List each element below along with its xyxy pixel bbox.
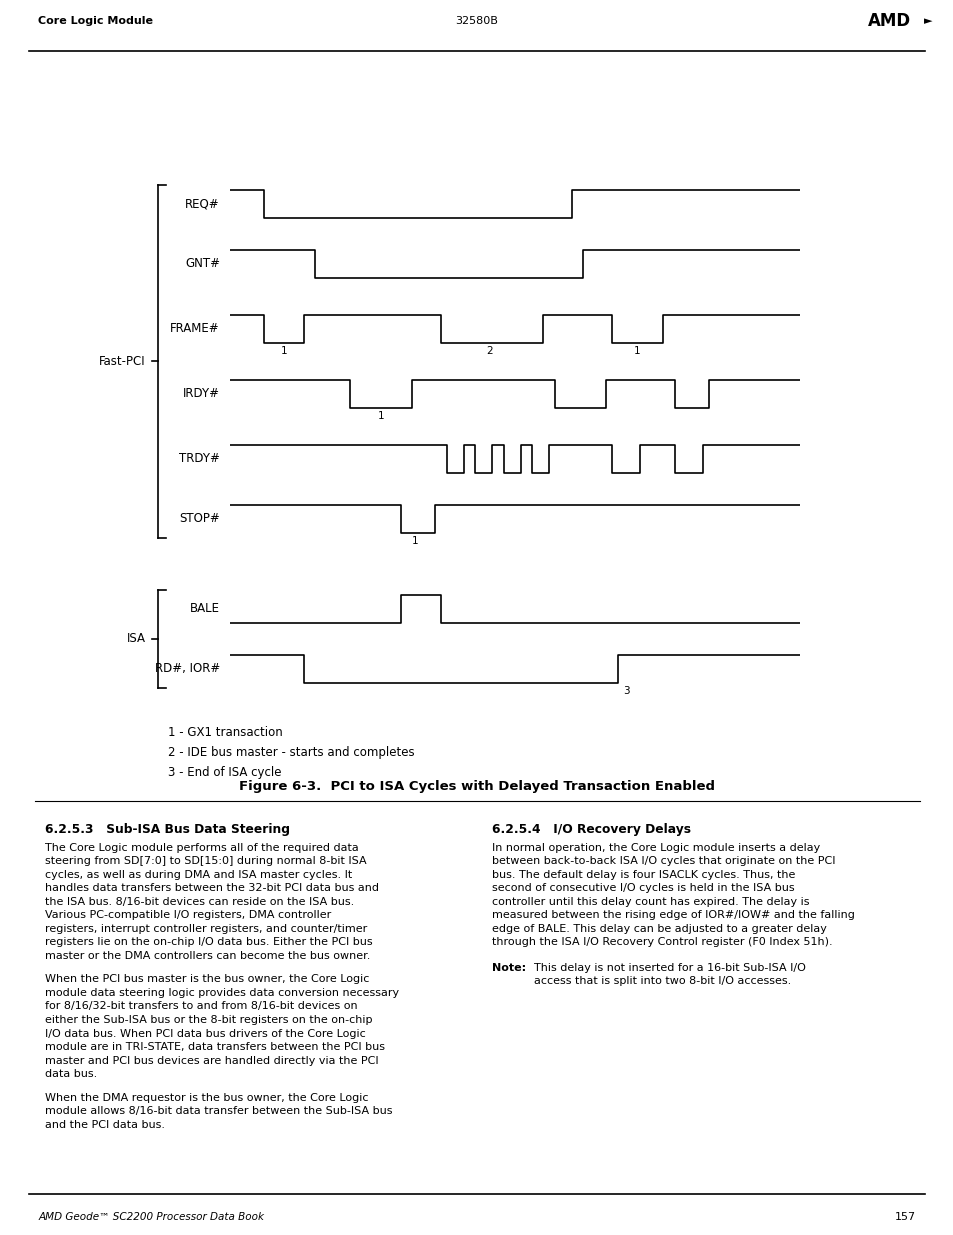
Text: 1: 1: [634, 346, 640, 356]
Text: 2 - IDE bus master - starts and completes: 2 - IDE bus master - starts and complete…: [168, 746, 415, 758]
Text: RD#, IOR#: RD#, IOR#: [154, 662, 220, 676]
Text: and the PCI data bus.: and the PCI data bus.: [45, 1120, 165, 1130]
Text: ►: ►: [923, 16, 931, 26]
Text: through the ISA I/O Recovery Control register (F0 Index 51h).: through the ISA I/O Recovery Control reg…: [492, 937, 832, 947]
Text: BALE: BALE: [190, 603, 220, 615]
Text: 1: 1: [377, 411, 384, 421]
Text: bus. The default delay is four ISACLK cycles. Thus, the: bus. The default delay is four ISACLK cy…: [492, 869, 795, 879]
Text: 3 - End of ISA cycle: 3 - End of ISA cycle: [168, 766, 281, 779]
Text: 32580B: 32580B: [456, 16, 497, 26]
Text: Note:: Note:: [492, 963, 525, 973]
Text: REQ#: REQ#: [185, 198, 220, 210]
Text: AMD Geode™ SC2200 Processor Data Book: AMD Geode™ SC2200 Processor Data Book: [38, 1213, 264, 1223]
Text: registers, interrupt controller registers, and counter/timer: registers, interrupt controller register…: [45, 924, 367, 934]
Text: measured between the rising edge of IOR#/IOW# and the falling: measured between the rising edge of IOR#…: [492, 910, 854, 920]
Text: 6.2.5.4   I/O Recovery Delays: 6.2.5.4 I/O Recovery Delays: [492, 823, 690, 836]
Text: access that is split into two 8-bit I/O accesses.: access that is split into two 8-bit I/O …: [534, 977, 790, 987]
Text: When the PCI bus master is the bus owner, the Core Logic: When the PCI bus master is the bus owner…: [45, 974, 369, 984]
Text: Figure 6-3.  PCI to ISA Cycles with Delayed Transaction Enabled: Figure 6-3. PCI to ISA Cycles with Delay…: [239, 779, 714, 793]
Text: steering from SD[7:0] to SD[15:0] during normal 8-bit ISA: steering from SD[7:0] to SD[15:0] during…: [45, 856, 366, 867]
Text: between back-to-back ISA I/O cycles that originate on the PCI: between back-to-back ISA I/O cycles that…: [492, 856, 835, 867]
Text: AMD: AMD: [867, 12, 910, 30]
Text: 3: 3: [622, 685, 629, 695]
Text: 157: 157: [894, 1213, 915, 1223]
Text: TRDY#: TRDY#: [179, 452, 220, 466]
Text: the ISA bus. 8/16-bit devices can reside on the ISA bus.: the ISA bus. 8/16-bit devices can reside…: [45, 897, 354, 906]
Text: I/O data bus. When PCI data bus drivers of the Core Logic: I/O data bus. When PCI data bus drivers …: [45, 1029, 365, 1039]
Text: 1 - GX1 transaction: 1 - GX1 transaction: [168, 726, 282, 739]
Text: module data steering logic provides data conversion necessary: module data steering logic provides data…: [45, 988, 398, 998]
Text: second of consecutive I/O cycles is held in the ISA bus: second of consecutive I/O cycles is held…: [492, 883, 794, 893]
Text: master or the DMA controllers can become the bus owner.: master or the DMA controllers can become…: [45, 951, 370, 961]
Text: FRAME#: FRAME#: [171, 322, 220, 335]
Text: cycles, as well as during DMA and ISA master cycles. It: cycles, as well as during DMA and ISA ma…: [45, 869, 352, 879]
Text: master and PCI bus devices are handled directly via the PCI: master and PCI bus devices are handled d…: [45, 1056, 378, 1066]
Text: for 8/16/32-bit transfers to and from 8/16-bit devices on: for 8/16/32-bit transfers to and from 8/…: [45, 1002, 357, 1011]
Text: edge of BALE. This delay can be adjusted to a greater delay: edge of BALE. This delay can be adjusted…: [492, 924, 826, 934]
Text: controller until this delay count has expired. The delay is: controller until this delay count has ex…: [492, 897, 809, 906]
Text: ISA: ISA: [127, 632, 146, 646]
Text: 2: 2: [485, 346, 492, 356]
Text: either the Sub-ISA bus or the 8-bit registers on the on-chip: either the Sub-ISA bus or the 8-bit regi…: [45, 1015, 372, 1025]
Text: 6.2.5.3   Sub-ISA Bus Data Steering: 6.2.5.3 Sub-ISA Bus Data Steering: [45, 823, 290, 836]
Text: STOP#: STOP#: [179, 513, 220, 525]
Text: Core Logic Module: Core Logic Module: [38, 16, 153, 26]
Text: 1: 1: [280, 346, 287, 356]
Text: registers lie on the on-chip I/O data bus. Either the PCI bus: registers lie on the on-chip I/O data bu…: [45, 937, 373, 947]
Text: In normal operation, the Core Logic module inserts a delay: In normal operation, the Core Logic modu…: [492, 844, 820, 853]
Text: This delay is not inserted for a 16-bit Sub-ISA I/O: This delay is not inserted for a 16-bit …: [534, 963, 805, 973]
Text: The Core Logic module performs all of the required data: The Core Logic module performs all of th…: [45, 844, 358, 853]
Text: data bus.: data bus.: [45, 1070, 97, 1079]
Text: module are in TRI-STATE, data transfers between the PCI bus: module are in TRI-STATE, data transfers …: [45, 1042, 385, 1052]
Text: handles data transfers between the 32-bit PCI data bus and: handles data transfers between the 32-bi…: [45, 883, 378, 893]
Text: Various PC-compatible I/O registers, DMA controller: Various PC-compatible I/O registers, DMA…: [45, 910, 331, 920]
Text: When the DMA requestor is the bus owner, the Core Logic: When the DMA requestor is the bus owner,…: [45, 1093, 368, 1103]
Text: Fast-PCI: Fast-PCI: [99, 354, 146, 368]
Text: GNT#: GNT#: [185, 257, 220, 270]
Text: IRDY#: IRDY#: [183, 388, 220, 400]
Text: 1: 1: [412, 536, 418, 546]
Text: module allows 8/16-bit data transfer between the Sub-ISA bus: module allows 8/16-bit data transfer bet…: [45, 1107, 392, 1116]
